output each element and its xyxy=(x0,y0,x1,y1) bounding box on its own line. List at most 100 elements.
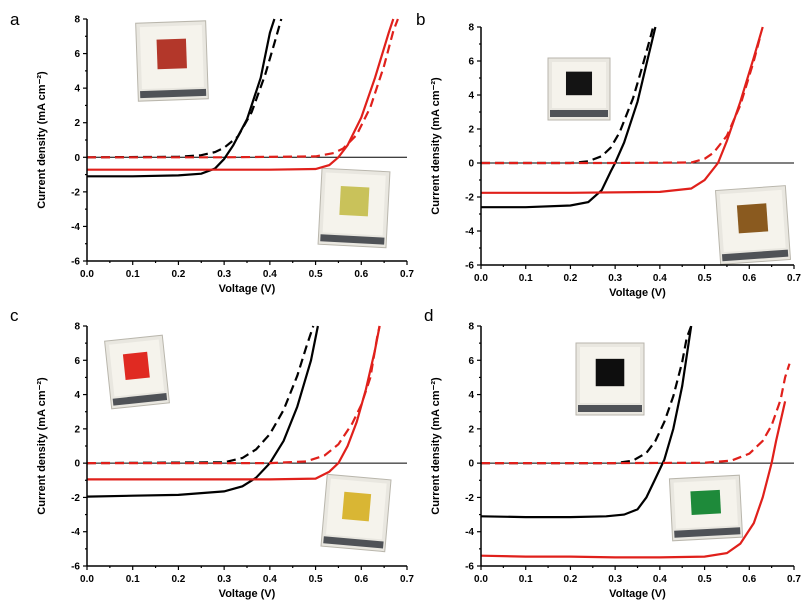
y-tick-label: 2 xyxy=(74,424,80,435)
x-tick-label: 0.2 xyxy=(171,269,185,280)
device-photo-2-active-area xyxy=(690,489,722,515)
device-photo-1 xyxy=(575,342,645,416)
x-tick-label: 0.5 xyxy=(309,574,323,585)
y-tick-label: -4 xyxy=(465,227,474,238)
x-tick-label: 0.0 xyxy=(80,574,94,585)
device-photo-1-contact xyxy=(578,405,642,412)
panel-c: c 0.0 0.1 0.2 0.3 0.4 0.5 0.6 0.7 -6 -4 -2 0 2 4 6 8 Volt… xyxy=(10,306,414,600)
panel-letter: c xyxy=(10,306,19,325)
device-photo-2-contact xyxy=(674,527,741,538)
device-photo-1 xyxy=(547,57,611,121)
x-tick-label: 0.2 xyxy=(171,574,185,585)
x-tick-label: 0.6 xyxy=(742,574,756,585)
jv-curve-1 xyxy=(87,18,276,178)
x-tick-label: 0.6 xyxy=(354,269,368,280)
x-tick-label: 0.4 xyxy=(653,273,667,284)
y-tick-label: 8 xyxy=(74,15,80,26)
x-tick-label: 0.5 xyxy=(698,574,712,585)
device-photo-2 xyxy=(320,473,392,553)
x-tick-label: 0.7 xyxy=(787,574,801,585)
device-photo-2-active-area xyxy=(341,491,372,522)
device-photo-1-active-area xyxy=(595,358,625,387)
panel-d: d 0.0 0.1 0.2 0.3 0.4 0.5 0.6 0.7 -6 -4 -2 0 2 4 6 8 Volt… xyxy=(424,306,801,600)
y-tick-label: 6 xyxy=(468,57,474,68)
jv-curve-1 xyxy=(481,26,657,209)
panel-b: b 0.0 0.1 0.2 0.3 0.4 0.5 0.6 0.7 -6 -4 -2 0 2 4 6 8 Volt… xyxy=(416,10,801,299)
jv-curve-4 xyxy=(481,363,791,465)
y-tick-label: 2 xyxy=(468,125,474,136)
y-tick-label: 2 xyxy=(468,424,474,435)
device-photo-2 xyxy=(668,474,744,542)
device-photo-2-active-area xyxy=(339,186,370,217)
x-axis-title: Voltage (V) xyxy=(219,283,276,295)
y-tick-label: 4 xyxy=(74,84,80,95)
x-tick-label: 0.3 xyxy=(608,574,622,585)
jv-curve-3 xyxy=(87,18,395,171)
y-tick-label: -6 xyxy=(71,562,80,573)
y-tick-label: 0 xyxy=(468,459,474,470)
jv-curve-2 xyxy=(86,325,315,465)
y-tick-label: 4 xyxy=(468,91,474,102)
y-tick-label: -6 xyxy=(71,257,80,268)
device-photo-1-active-area xyxy=(565,71,593,96)
x-tick-label: 0.2 xyxy=(563,574,577,585)
jv-curve-4 xyxy=(87,18,399,159)
jv-curve-3 xyxy=(481,26,764,194)
x-tick-label: 0.1 xyxy=(519,574,533,585)
x-tick-label: 0.5 xyxy=(309,269,323,280)
jv-curve-4 xyxy=(481,35,762,165)
y-tick-label: 6 xyxy=(74,49,80,60)
device-photo-1 xyxy=(135,20,209,102)
jv-curve-2 xyxy=(481,325,693,465)
y-tick-label: -4 xyxy=(465,527,474,538)
y-tick-label: 6 xyxy=(468,356,474,367)
y-axis-title: Current density (mA cm⁻²) xyxy=(430,77,442,215)
jv-curve-4 xyxy=(87,325,381,465)
x-tick-label: 0.6 xyxy=(354,574,368,585)
x-tick-label: 0.3 xyxy=(608,273,622,284)
x-tick-label: 0.2 xyxy=(563,273,577,284)
y-axis-title: Current density (mA cm⁻²) xyxy=(36,377,48,515)
device-photo-2-active-area xyxy=(736,203,769,234)
device-photo-1-active-area xyxy=(156,38,187,70)
x-tick-label: 0.4 xyxy=(263,269,277,280)
y-axis-title: Current density (mA cm⁻²) xyxy=(430,377,442,515)
y-tick-label: 4 xyxy=(468,390,474,401)
y-tick-label: 2 xyxy=(74,118,80,129)
x-tick-label: 0.1 xyxy=(126,269,140,280)
x-tick-label: 0.3 xyxy=(217,574,231,585)
y-tick-label: -6 xyxy=(465,562,474,573)
jv-curve-1 xyxy=(86,325,319,498)
jv-curve-2 xyxy=(86,18,283,159)
y-tick-label: 8 xyxy=(74,322,80,333)
x-axis-title: Voltage (V) xyxy=(219,588,276,600)
device-photo-2-contact xyxy=(721,249,789,262)
y-axis-title: Current density (mA cm⁻²) xyxy=(36,71,48,209)
jv-curve-1 xyxy=(480,325,693,519)
panel-a: a 0.0 0.1 0.2 0.3 0.4 0.5 0.6 0.7 -6 -4 -2 0 2 4 6 8 Volt… xyxy=(10,10,414,295)
device-photo-2-contact xyxy=(320,234,385,245)
device-photo-2 xyxy=(714,185,792,265)
panel-letter: d xyxy=(424,306,433,325)
y-tick-label: 8 xyxy=(468,23,474,34)
panel-letter: b xyxy=(416,10,425,29)
device-photo-1 xyxy=(104,334,170,410)
x-tick-label: 0.1 xyxy=(126,574,140,585)
x-tick-label: 0.7 xyxy=(400,269,414,280)
x-tick-label: 0.3 xyxy=(217,269,231,280)
x-tick-label: 0.6 xyxy=(742,273,756,284)
y-tick-label: 6 xyxy=(74,356,80,367)
x-tick-label: 0.0 xyxy=(474,574,488,585)
y-tick-label: -6 xyxy=(465,261,474,272)
y-tick-label: 8 xyxy=(468,322,474,333)
x-tick-label: 0.7 xyxy=(400,574,414,585)
device-photo-1-contact xyxy=(140,88,207,99)
panel-letter: a xyxy=(10,10,20,29)
x-tick-label: 0.1 xyxy=(519,273,533,284)
y-tick-label: 0 xyxy=(468,159,474,170)
x-tick-label: 0.4 xyxy=(653,574,667,585)
y-tick-label: -2 xyxy=(71,493,80,504)
x-tick-label: 0.0 xyxy=(474,273,488,284)
device-photo-2 xyxy=(317,167,391,249)
